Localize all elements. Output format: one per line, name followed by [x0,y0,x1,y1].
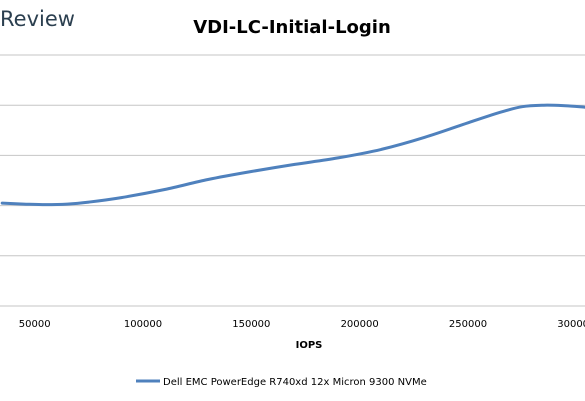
legend: Dell EMC PowerEdge R740xd 12x Micron 930… [136,377,427,388]
x-tick-label: 300000 [557,319,585,330]
gridlines [0,54,585,307]
chart-title: VDI-LC-Initial-Login [193,17,391,38]
x-axis-label: IOPS [296,340,323,351]
x-axis-ticks: 50000 100000 150000 200000 250000 300000 [19,319,585,330]
series-group [0,103,585,207]
series-line [0,103,585,207]
x-tick-label: 50000 [19,319,51,330]
legend-label: Dell EMC PowerEdge R740xd 12x Micron 930… [163,377,427,388]
x-tick-label: 150000 [232,319,270,330]
brand-logo-text: Review [0,7,75,31]
x-tick-label: 200000 [341,319,379,330]
x-tick-label: 250000 [449,319,487,330]
x-tick-label: 100000 [124,319,162,330]
